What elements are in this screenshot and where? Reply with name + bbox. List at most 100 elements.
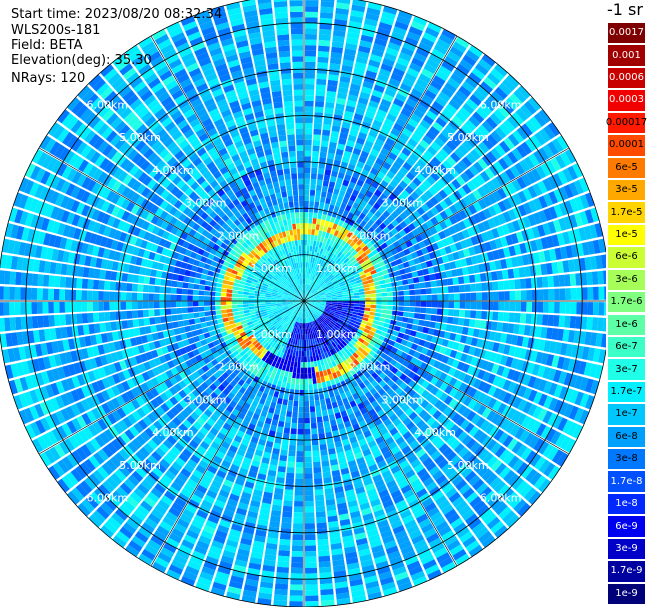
- ppi-bin: [532, 183, 543, 196]
- ppi-bin: [314, 305, 320, 308]
- ppi-bin: [562, 168, 573, 183]
- ppi-bin: [171, 502, 184, 513]
- ppi-bin: [390, 147, 401, 156]
- ppi-bin: [61, 475, 75, 490]
- ppi-bin: [271, 327, 277, 333]
- ppi-bin: [310, 321, 314, 328]
- ppi-bin: [336, 295, 343, 298]
- ppi-bin: [363, 379, 371, 387]
- ppi-bin: [197, 346, 205, 354]
- ppi-bin: [393, 494, 405, 504]
- ppi-bin: [48, 355, 57, 368]
- ppi-bin: [410, 570, 426, 582]
- ppi-bin: [341, 473, 351, 481]
- ppi-bin: [215, 571, 230, 581]
- ppi-bin: [221, 372, 229, 380]
- ppi-bin: [435, 70, 449, 82]
- ppi-bin: [299, 306, 302, 312]
- ppi-bin: [173, 328, 181, 336]
- ppi-bin: [230, 575, 244, 584]
- ppi-bin: [308, 322, 312, 329]
- ppi-bin: [295, 327, 299, 334]
- ppi-bin: [322, 312, 329, 317]
- ppi-bin: [232, 308, 239, 313]
- ppi-bin: [339, 132, 348, 140]
- ppi-bin: [298, 417, 304, 424]
- ppi-bin: [356, 315, 364, 320]
- ppi-bin: [315, 299, 321, 301]
- ppi-bin: [365, 158, 375, 167]
- ppi-bin: [355, 486, 366, 495]
- ppi-bin: [468, 544, 483, 557]
- ppi-bin: [205, 316, 212, 322]
- ppi-bin: [361, 564, 375, 573]
- ppi-bin: [482, 371, 491, 382]
- ppi-bin: [460, 419, 471, 430]
- ppi-bin: [311, 156, 319, 163]
- ppi-bin: [505, 168, 516, 181]
- ppi-bin: [306, 290, 310, 297]
- ppi-bin: [176, 518, 190, 529]
- ppi-bin: [70, 389, 80, 402]
- ppi-bin: [416, 325, 424, 333]
- ppi-bin: [444, 245, 452, 255]
- ppi-bin: [290, 584, 303, 591]
- ppi-bin: [333, 365, 340, 373]
- ppi-bin: [369, 311, 376, 316]
- ppi-bin: [157, 552, 172, 564]
- ppi-bin: [403, 346, 411, 354]
- ppi-bin: [223, 396, 232, 405]
- ppi-bin: [254, 449, 264, 457]
- ppi-bin: [372, 143, 382, 152]
- ppi-bin: [436, 38, 451, 50]
- ppi-bin: [508, 345, 517, 357]
- ppi-bin: [525, 119, 538, 134]
- ppi-bin: [4, 364, 14, 380]
- ppi-bin: [313, 360, 318, 367]
- ppi-bin: [536, 276, 543, 288]
- ppi-bin: [489, 239, 498, 250]
- ppi-bin: [392, 67, 405, 77]
- ppi-bin: [296, 316, 299, 323]
- ppi-bin: [503, 137, 515, 150]
- ppi-bin: [407, 118, 419, 128]
- ppi-bin: [341, 255, 348, 262]
- ppi-bin: [380, 494, 392, 504]
- ppi-bin: [4, 317, 11, 332]
- ppi-bin: [135, 434, 147, 446]
- ppi-bin: [93, 323, 101, 334]
- ppi-bin: [97, 466, 109, 479]
- ppi-bin: [318, 432, 326, 440]
- ppi-bin: [584, 394, 595, 410]
- ppi-bin: [102, 445, 114, 458]
- ppi-bin: [350, 441, 360, 449]
- ppi-bin: [262, 334, 269, 341]
- ppi-bin: [337, 329, 343, 335]
- ppi-bin: [276, 380, 283, 387]
- ppi-bin: [260, 502, 271, 510]
- ppi-bin: [509, 495, 523, 509]
- ppi-bin: [371, 544, 384, 554]
- ppi-bin: [398, 113, 409, 123]
- ppi-bin: [345, 105, 356, 113]
- ppi-bin: [306, 273, 309, 280]
- ppi-bin: [210, 441, 220, 451]
- ppi-bin: [468, 425, 480, 437]
- ppi-bin: [452, 341, 460, 351]
- ppi-bin: [326, 298, 332, 300]
- ppi-bin: [476, 85, 490, 98]
- ppi-bin: [304, 184, 310, 190]
- ppi-bin: [30, 374, 40, 388]
- ppi-bin: [448, 491, 461, 503]
- ppi-bin: [322, 129, 331, 137]
- ppi-bin: [198, 460, 209, 470]
- ppi-bin: [402, 279, 409, 285]
- ppi-bin: [51, 341, 59, 354]
- ppi-bin: [537, 365, 546, 378]
- ppi-bin: [520, 141, 533, 155]
- ppi-bin: [358, 497, 369, 505]
- ppi-bin: [317, 310, 322, 315]
- ppi-bin: [311, 315, 316, 321]
- ppi-bin: [266, 537, 279, 545]
- ppi-bin: [57, 459, 70, 474]
